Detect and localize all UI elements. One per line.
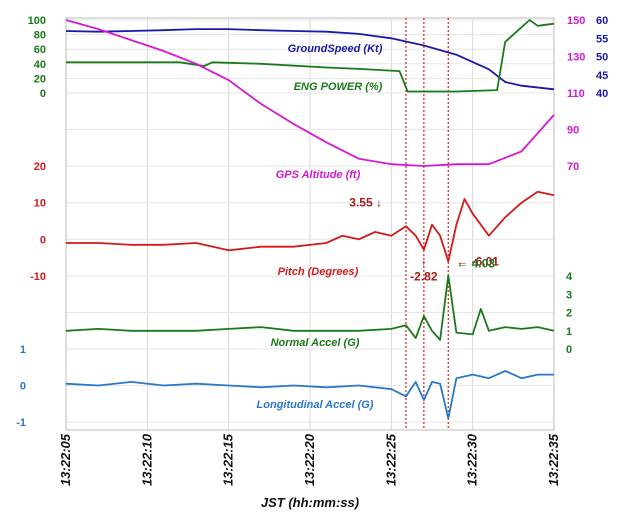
series-line-0 xyxy=(65,28,555,91)
axis-tick-label-left_top: 60 xyxy=(34,44,46,56)
axis-tick-label-right_alt: 90 xyxy=(567,125,579,137)
series-name-label-5: Longitudinal Accel (G) xyxy=(257,399,374,411)
axis-tick-label-right_normal: 4 xyxy=(566,271,573,283)
axis-tick-label-left_top: 100 xyxy=(28,15,46,27)
x-tick-label: 13:22:25 xyxy=(383,433,398,486)
series-name-label-3: Pitch (Degrees) xyxy=(278,266,359,278)
series-name-label-0: GroundSpeed (Kt) xyxy=(288,43,383,55)
series-line-1 xyxy=(66,19,555,93)
series-line-2 xyxy=(65,19,555,167)
x-tick-label: 13:22:10 xyxy=(139,433,154,486)
annotation-label-3: ← 4.03 xyxy=(456,256,495,270)
x-tick-group: 13:22:05 xyxy=(58,433,73,486)
x-tick-group: 13:22:15 xyxy=(221,433,236,486)
x-tick-group: 13:22:35 xyxy=(546,433,561,486)
axis-tick-label-right_normal: 0 xyxy=(566,344,572,356)
x-axis-title: JST (hh:mm:ss) xyxy=(261,495,359,510)
x-tick-label: 13:22:30 xyxy=(465,433,480,486)
series-line-4 xyxy=(65,274,555,341)
axis-tick-label-left_pitch: -10 xyxy=(30,271,46,283)
annotation-label-1: -2.82 xyxy=(410,270,438,284)
axis-tick-label-right_alt: 110 xyxy=(567,88,585,100)
axis-tick-label-right_normal: 1 xyxy=(566,326,572,338)
annotation-label-1: ↑ xyxy=(421,257,427,271)
x-tick-label: 13:22:20 xyxy=(302,433,317,486)
annotation-label-0: 3.55 ↓ xyxy=(349,195,382,209)
axis-tick-label-right_alt: 70 xyxy=(567,161,579,173)
axis-tick-label-right_alt: 150 xyxy=(567,15,585,27)
axis-tick-label-left_top: 40 xyxy=(34,59,46,71)
grid xyxy=(65,17,555,431)
axis-tick-label-right_normal: 2 xyxy=(566,308,572,320)
x-tick-label: 13:22:15 xyxy=(221,433,236,486)
x-tick-group: 13:22:20 xyxy=(302,433,317,486)
axis-tick-label-left_top: 20 xyxy=(34,73,46,85)
x-tick-group: 13:22:30 xyxy=(465,433,480,486)
axis-tick-label-right_normal: 3 xyxy=(566,289,572,301)
series-line-5 xyxy=(65,370,554,420)
axis-tick-label-left_pitch: 10 xyxy=(34,198,46,210)
x-axis: 13:22:05 13:22:10 13:22:15 13:22:20 13:22:25… xyxy=(58,433,561,510)
axis-tick-label-left_pitch: 20 xyxy=(34,161,46,173)
series-line-3 xyxy=(66,190,555,263)
annotation-label-2: ← -6.01 xyxy=(456,254,499,268)
x-tick-label: 13:22:35 xyxy=(546,433,561,486)
axis-tick-label-left_pitch: 0 xyxy=(40,234,46,246)
axis-tick-label-right_alt: 130 xyxy=(567,52,585,64)
event-markers xyxy=(405,18,449,430)
axis-tick-label-left_top: 80 xyxy=(34,30,46,42)
series-lines xyxy=(65,19,555,420)
axis-tick-label-left_top: 0 xyxy=(40,88,46,100)
axis-tick-label-left_long: -1 xyxy=(16,417,26,429)
annotations: 3.55 ↓ ↑-2.82 ← -6.01← 4.03 xyxy=(349,195,499,283)
series-name-label-2: GPS Altitude (ft) xyxy=(276,169,361,181)
axis-tick-label-right_speed: 40 xyxy=(596,88,608,100)
x-tick-group: 13:22:10 xyxy=(139,433,154,486)
axis-tick-label-right_speed: 60 xyxy=(596,15,608,27)
axis-tick-label-right_speed: 50 xyxy=(596,52,608,64)
axis-tick-label-right_speed: 45 xyxy=(596,70,608,82)
axis-tick-label-right_speed: 55 xyxy=(596,33,608,45)
x-tick-group: 13:22:25 xyxy=(383,433,398,486)
axis-tick-label-left_long: 0 xyxy=(20,381,26,393)
plot-frame xyxy=(65,17,555,431)
series-name-label-4: Normal Accel (G) xyxy=(271,337,360,349)
series-labels: GroundSpeed (Kt) ENG POWER (%) GPS Altitud… xyxy=(257,43,383,411)
series-name-label-1: ENG POWER (%) xyxy=(294,81,383,93)
axis-tick-label-left_long: 1 xyxy=(20,344,26,356)
x-tick-label: 13:22:05 xyxy=(58,433,73,486)
axes: 1008060402006055504540150130110907020100… xyxy=(16,15,608,429)
